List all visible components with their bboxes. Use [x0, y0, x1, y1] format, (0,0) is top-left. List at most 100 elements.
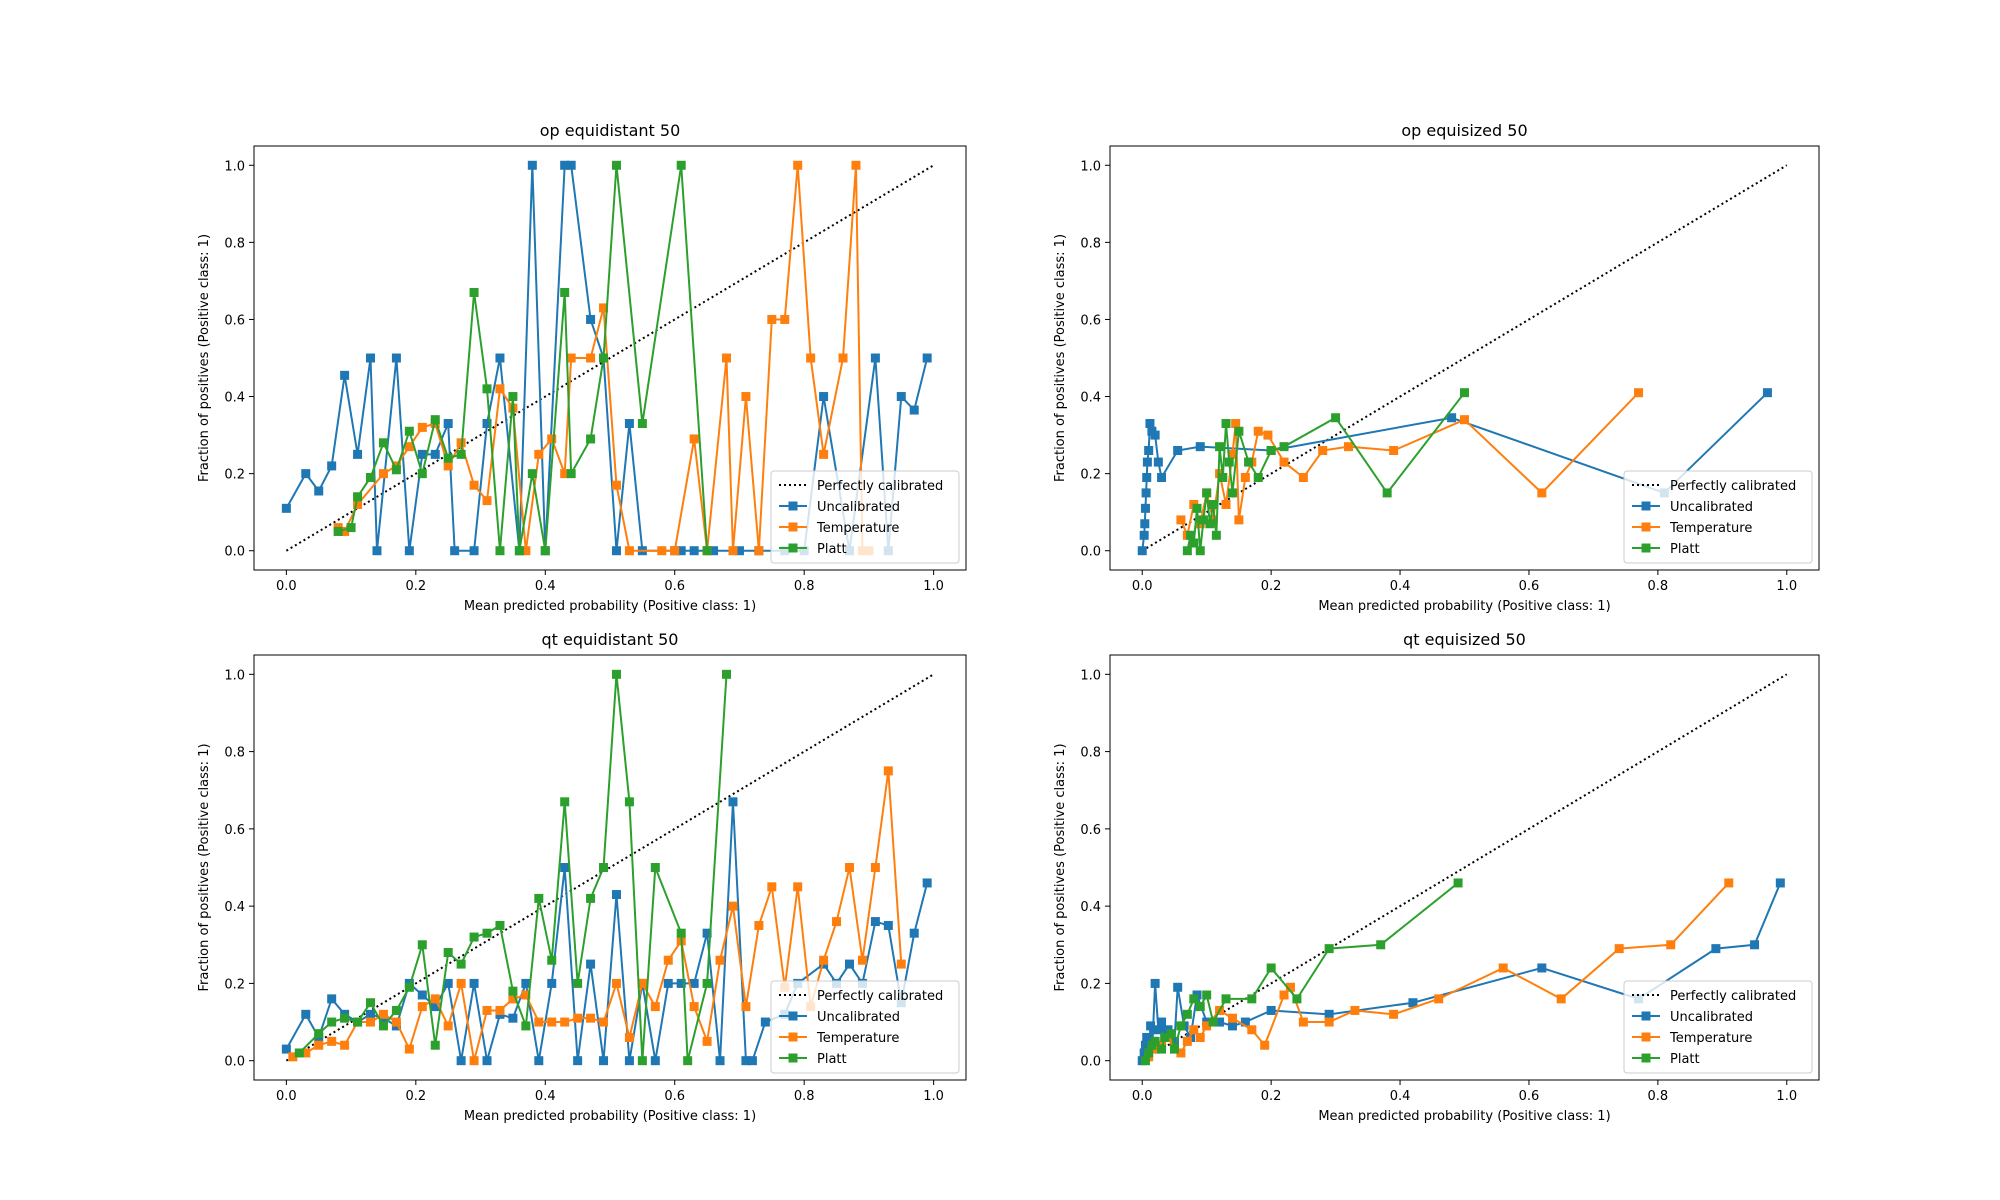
- marker: [1460, 415, 1469, 425]
- marker: [1240, 472, 1250, 482]
- subplot-title: op equisized 50: [1401, 121, 1527, 140]
- marker: [683, 1056, 693, 1066]
- legend-marker: [788, 1032, 798, 1042]
- legend-box: [770, 980, 960, 1074]
- legend-marker: [788, 1011, 798, 1021]
- marker: [857, 955, 867, 965]
- marker: [1215, 1017, 1225, 1027]
- marker: [508, 986, 518, 996]
- marker: [1140, 503, 1150, 513]
- marker: [547, 978, 557, 988]
- x-tick-label: 0.2: [405, 1089, 426, 1104]
- legend-marker: [788, 1053, 798, 1063]
- marker: [819, 449, 829, 459]
- marker: [922, 353, 932, 363]
- y-tick-label: 0.4: [224, 900, 245, 915]
- y-axis-label: Fraction of positives (Positive class: 1…: [197, 743, 212, 991]
- marker: [391, 1005, 401, 1015]
- marker: [1253, 426, 1263, 436]
- marker: [301, 469, 311, 479]
- legend-marker: [1641, 543, 1651, 553]
- legend-label: Uncalibrated: [817, 1010, 900, 1025]
- marker: [391, 465, 401, 475]
- marker: [527, 469, 537, 479]
- marker: [689, 434, 699, 444]
- subplot: op equisized 50 Mean predicted probabilit…: [1053, 121, 1820, 614]
- marker: [702, 928, 712, 938]
- x-tick-label: 0.4: [1390, 1089, 1411, 1104]
- y-tick-label: 1.0: [224, 159, 245, 174]
- y-tick-label: 1.0: [1080, 159, 1101, 174]
- marker: [1285, 982, 1295, 992]
- marker: [547, 955, 557, 965]
- marker: [1141, 488, 1151, 498]
- marker: [760, 1017, 770, 1027]
- marker: [1169, 1044, 1179, 1054]
- marker: [443, 1021, 453, 1031]
- marker: [838, 353, 848, 363]
- marker: [1157, 1017, 1167, 1027]
- marker: [521, 990, 531, 1000]
- marker: [676, 928, 686, 938]
- y-tick-label: 0.0: [224, 545, 245, 560]
- legend-label: Uncalibrated: [1670, 500, 1753, 515]
- marker: [1298, 1017, 1308, 1027]
- marker: [443, 948, 453, 957]
- y-tick-label: 0.4: [1080, 900, 1101, 915]
- y-tick-label: 0.6: [224, 313, 245, 328]
- marker: [327, 1036, 337, 1046]
- marker: [1221, 419, 1231, 429]
- marker: [346, 523, 356, 533]
- marker: [521, 1021, 531, 1031]
- marker: [663, 955, 673, 965]
- marker: [1279, 442, 1289, 452]
- marker: [728, 546, 738, 556]
- x-tick-label: 0.8: [794, 1089, 815, 1104]
- marker: [417, 422, 427, 432]
- legend-label: Platt: [817, 542, 847, 557]
- marker: [1202, 1021, 1212, 1031]
- marker: [353, 499, 363, 509]
- marker: [534, 1056, 544, 1066]
- marker: [560, 160, 570, 170]
- marker: [1150, 430, 1160, 440]
- marker: [1240, 1017, 1250, 1027]
- marker: [586, 434, 596, 444]
- marker: [378, 1021, 388, 1031]
- marker: [430, 415, 440, 425]
- marker: [722, 669, 732, 679]
- marker: [353, 1017, 363, 1027]
- x-tick-label: 0.2: [1261, 579, 1282, 594]
- x-tick-label: 0.8: [1648, 1089, 1669, 1104]
- marker: [689, 546, 699, 556]
- y-axis-label: Fraction of positives (Positive class: 1…: [1053, 234, 1068, 482]
- marker: [443, 978, 453, 988]
- marker: [1253, 472, 1263, 482]
- marker: [1537, 963, 1547, 973]
- y-tick-label: 0.2: [1080, 468, 1101, 483]
- marker: [294, 1048, 304, 1058]
- marker: [1218, 472, 1228, 482]
- marker: [728, 901, 738, 911]
- x-tick-label: 0.6: [664, 579, 685, 594]
- x-axis-label: Mean predicted probability (Positive cla…: [1318, 1109, 1610, 1124]
- marker: [456, 1056, 466, 1066]
- marker: [404, 1044, 414, 1054]
- marker: [715, 955, 725, 965]
- marker: [1227, 449, 1237, 459]
- marker: [896, 392, 906, 402]
- marker: [741, 392, 751, 402]
- x-tick-label: 0.6: [1519, 579, 1540, 594]
- marker: [1350, 1005, 1360, 1015]
- marker: [1202, 488, 1212, 498]
- legend: Perfectly calibrated Uncalibrated Temperat…: [1623, 470, 1813, 564]
- marker: [1142, 472, 1152, 482]
- marker: [366, 1017, 376, 1027]
- marker: [747, 1056, 757, 1066]
- y-tick-label: 1.0: [1080, 668, 1101, 683]
- marker: [1318, 446, 1328, 456]
- marker: [340, 1013, 350, 1023]
- marker: [430, 1002, 440, 1012]
- x-tick-label: 0.2: [405, 579, 426, 594]
- marker: [1666, 940, 1676, 950]
